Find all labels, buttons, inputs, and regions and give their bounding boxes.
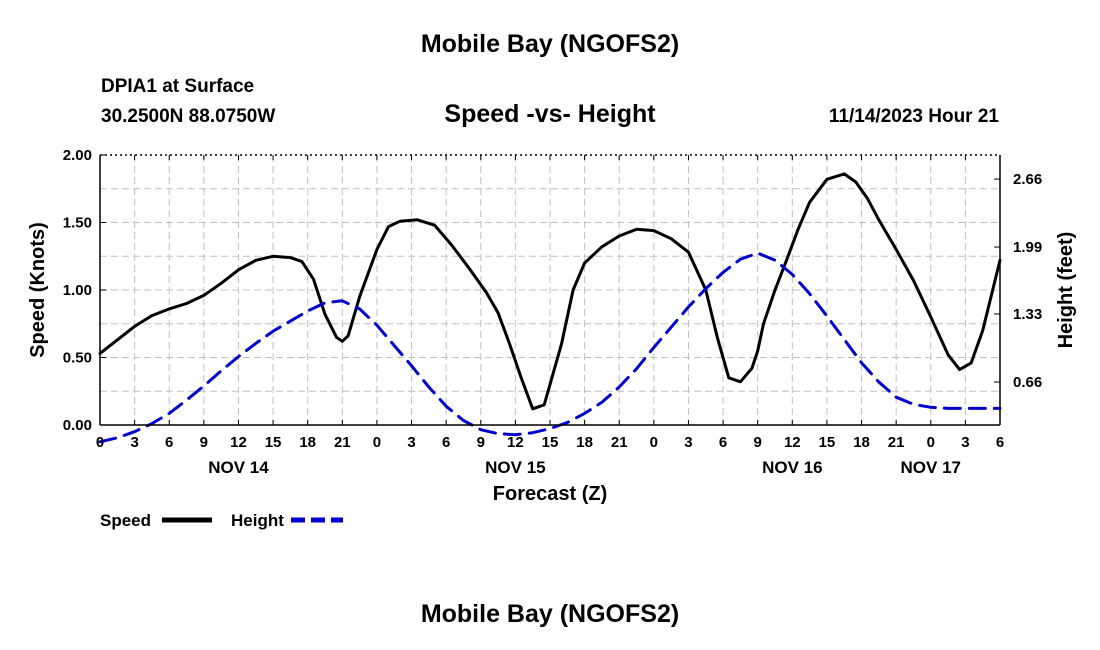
chart-title: Speed -vs- Height — [444, 100, 656, 128]
series-height-line — [98, 251, 1002, 444]
x-tick-label: 12 — [230, 434, 247, 451]
legend-height-label: Height — [231, 511, 284, 530]
x-tick-label: 6 — [719, 434, 727, 451]
x-tick-label: 3 — [130, 434, 138, 451]
grid — [100, 155, 1000, 425]
y-tick-label: 1.00 — [63, 282, 92, 299]
x-axis-label: Forecast (Z) — [493, 483, 607, 505]
x-day-label: NOV 16 — [762, 458, 822, 477]
x-tick-label: 21 — [888, 434, 905, 451]
axes: 0 3 6 9 12 15 18 21 0 3 6 9 12 15 18 21 0 3 6 9 12 15 18 21 0 3 6 N… — [63, 147, 1042, 477]
page-title: Mobile Bay (NGOFS2) — [420, 30, 680, 58]
x-tick-label: 15 — [819, 434, 836, 451]
x-tick-label: 0 — [650, 434, 658, 451]
y2-tick-label: 2.66 — [1013, 171, 1042, 188]
legend: Speed Height — [100, 511, 343, 530]
x-tick-label: 15 — [265, 434, 282, 451]
x-tick-label: 21 — [334, 434, 351, 451]
x-tick-label: 12 — [507, 434, 524, 451]
y-tick-label: 2.00 — [63, 147, 92, 164]
x-tick-label: 0 — [927, 434, 935, 451]
series-speed-line — [98, 172, 1002, 411]
forecast-datetime: 11/14/2023 Hour 21 — [828, 106, 999, 127]
x-tick-label: 18 — [576, 434, 593, 451]
y-tick-label: 1.50 — [63, 215, 92, 232]
x-day-label: NOV 15 — [485, 458, 545, 477]
y-tick-label: 0.00 — [63, 417, 92, 434]
y2-tick-label: 1.33 — [1013, 306, 1042, 323]
y2-axis-label: Height (feet) — [1055, 232, 1077, 349]
y2-tick-label: 1.99 — [1013, 239, 1042, 256]
x-tick-label: 18 — [299, 434, 316, 451]
x-tick-label: 18 — [853, 434, 870, 451]
speed-height-chart: 0 3 6 9 12 15 18 21 0 3 6 9 12 15 18 21 0 3 6 9 12 15 18 21 0 3 6 N… — [27, 147, 1077, 530]
x-tick-label: 0 — [96, 434, 104, 451]
x-tick-label: 6 — [165, 434, 173, 451]
x-tick-label: 21 — [611, 434, 628, 451]
x-tick-label: 12 — [784, 434, 801, 451]
station-coordinates: 30.2500N 88.0750W — [101, 106, 276, 127]
y-axis-label: Speed (Knots) — [27, 222, 49, 358]
x-tick-label: 9 — [754, 434, 762, 451]
x-tick-label: 0 — [373, 434, 381, 451]
x-tick-label: 6 — [996, 434, 1004, 451]
y-tick-label: 0.50 — [63, 350, 92, 367]
x-tick-label: 15 — [542, 434, 559, 451]
x-tick-label: 3 — [407, 434, 415, 451]
x-day-label: NOV 14 — [208, 458, 269, 477]
legend-speed-label: Speed — [100, 511, 151, 530]
x-tick-label: 3 — [684, 434, 692, 451]
y2-tick-label: 0.66 — [1013, 374, 1042, 391]
station-name: DPIA1 at Surface — [101, 76, 255, 97]
series-layer — [98, 172, 1002, 444]
x-tick-label: 3 — [961, 434, 969, 451]
x-tick-label: 9 — [477, 434, 485, 451]
x-day-label: NOV 17 — [901, 458, 961, 477]
x-tick-label: 6 — [442, 434, 450, 451]
x-tick-label: 9 — [200, 434, 208, 451]
footer-title: Mobile Bay (NGOFS2) — [420, 600, 680, 628]
